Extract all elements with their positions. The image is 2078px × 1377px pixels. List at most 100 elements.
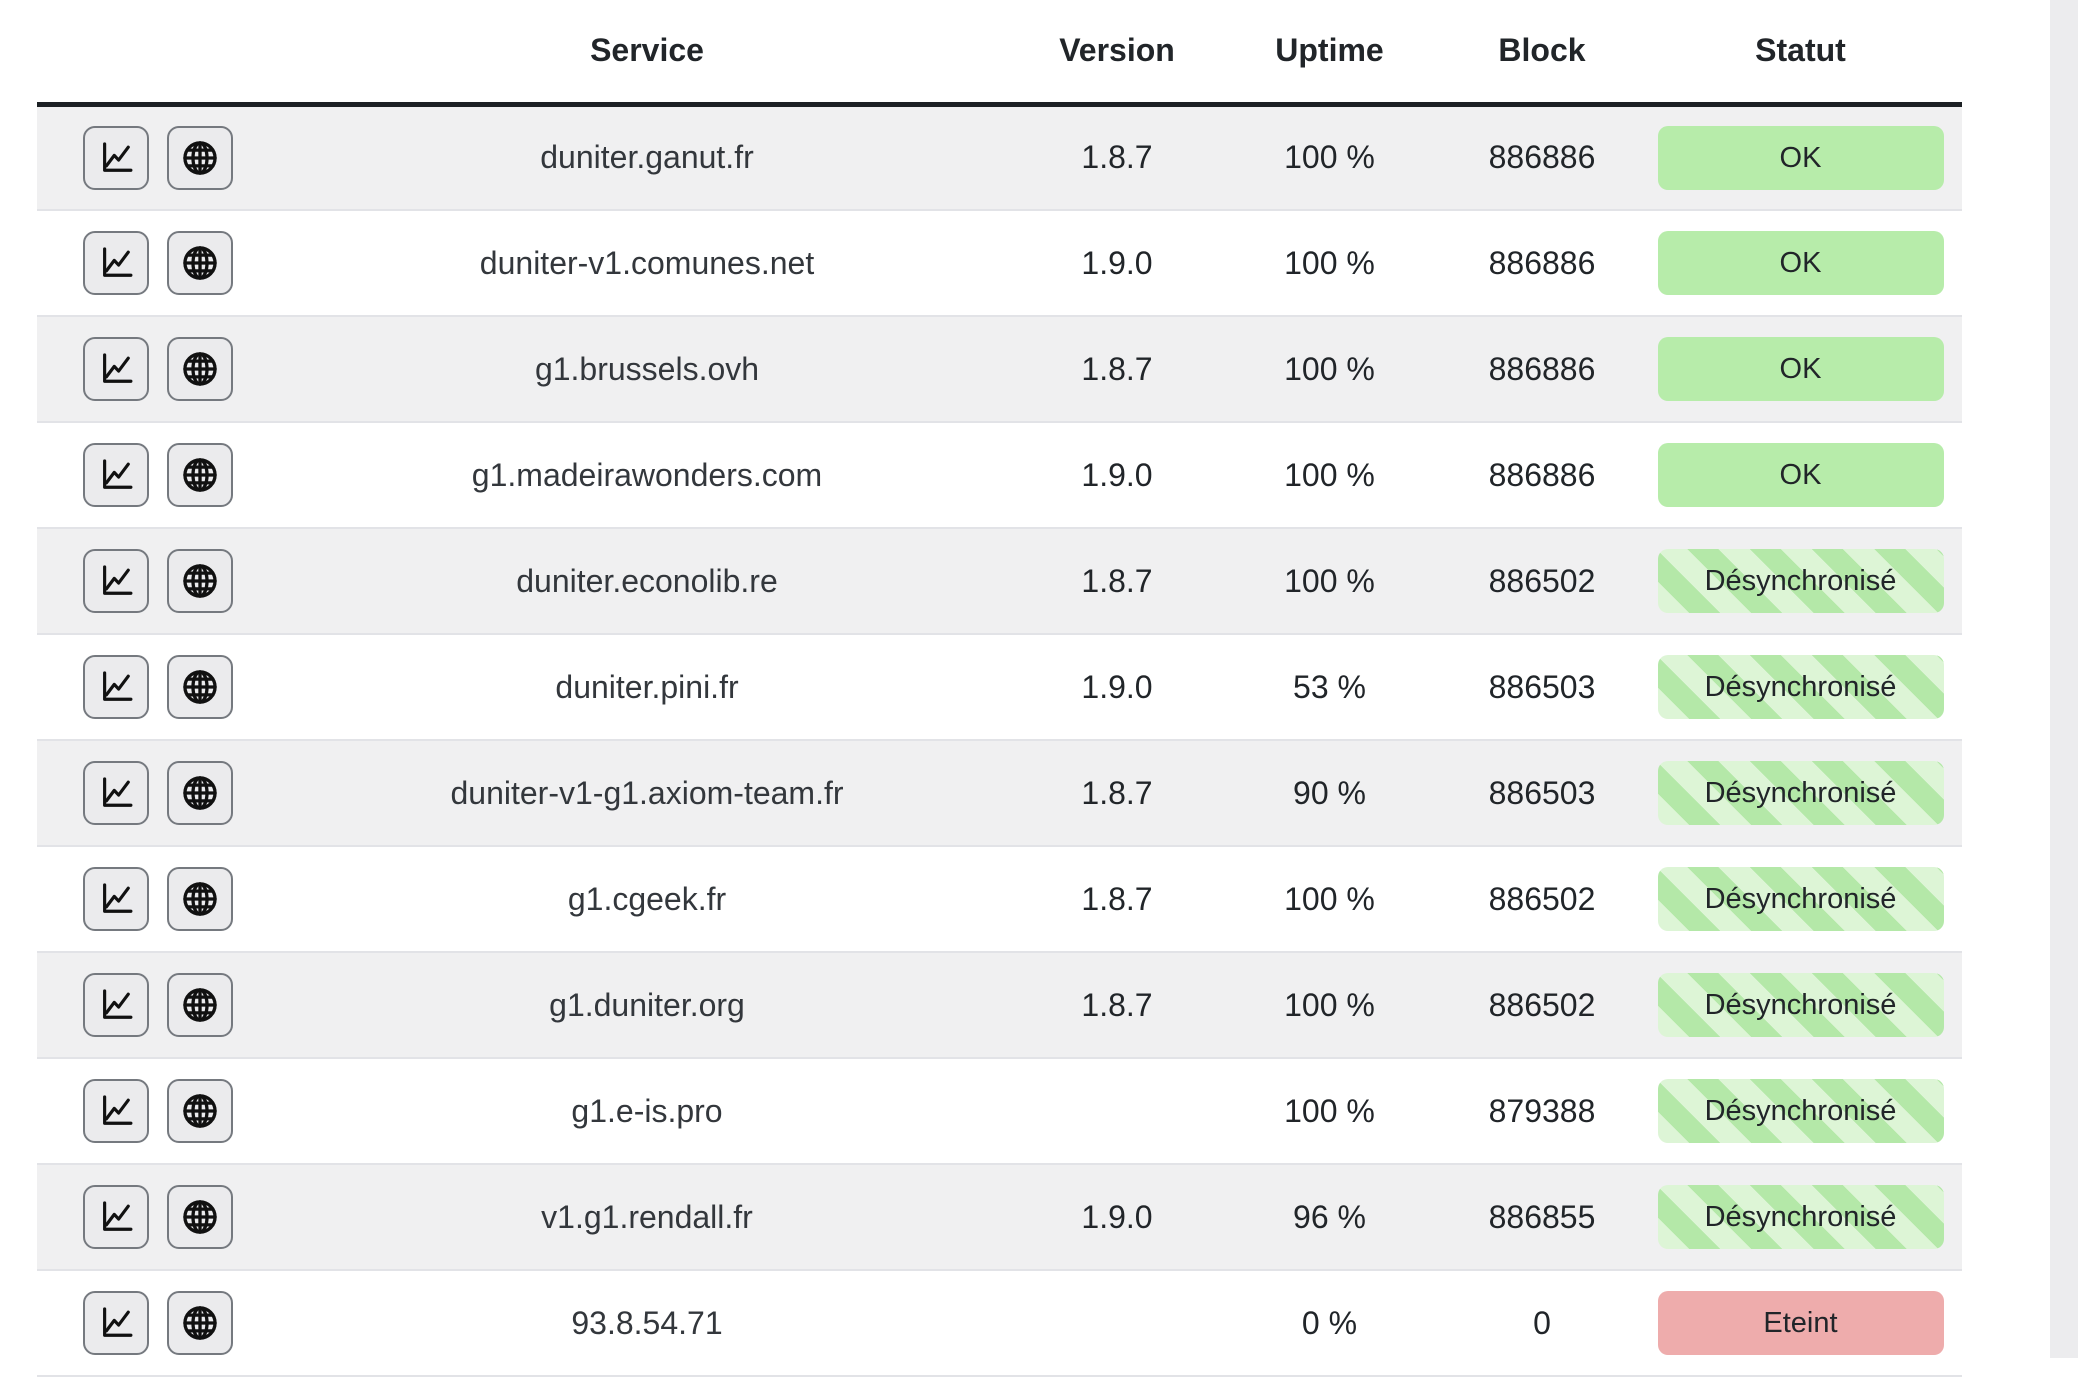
line-chart-icon [103, 565, 133, 595]
row-status-cell: OK [1622, 422, 1962, 529]
service-uptime: 100 % [1197, 1058, 1462, 1165]
line-chart-icon [103, 777, 133, 807]
status-badge: OK [1657, 337, 1944, 401]
status-badge: OK [1657, 231, 1944, 295]
row-status-cell: OK [1622, 210, 1962, 317]
service-uptime: 53 % [1197, 634, 1462, 741]
chart-history-button[interactable] [83, 549, 149, 613]
chart-history-button[interactable] [83, 1291, 149, 1355]
service-row: v1.g1.rendall.fr 1.9.0 96 % 886855 Désyn… [37, 1164, 1962, 1271]
service-block: 879388 [1462, 1058, 1622, 1165]
open-website-button[interactable] [166, 973, 233, 1037]
status-badge: OK [1657, 443, 1944, 507]
line-chart-icon [103, 247, 133, 277]
open-website-button[interactable] [166, 1291, 233, 1355]
chart-history-button[interactable] [83, 337, 149, 401]
open-website-button[interactable] [166, 655, 233, 719]
line-chart-icon [103, 142, 133, 172]
globe-icon [183, 670, 217, 704]
service-row: duniter.pini.fr 1.9.0 53 % 886503 Désync… [37, 634, 1962, 741]
line-chart-icon [103, 1201, 133, 1231]
services-table: Service Version Uptime Block Statut [37, 0, 1962, 1377]
service-version: 1.8.7 [1037, 316, 1197, 423]
line-chart-icon [103, 459, 133, 489]
service-version: 1.8.7 [1037, 846, 1197, 953]
open-website-button[interactable] [166, 867, 233, 931]
service-block: 886886 [1462, 316, 1622, 423]
row-status-cell: Désynchronisé [1622, 952, 1962, 1059]
service-name: g1.duniter.org [257, 952, 1037, 1059]
service-uptime: 100 % [1197, 952, 1462, 1059]
row-actions-cell [37, 1058, 257, 1165]
service-block: 886886 [1462, 210, 1622, 317]
service-block: 0 [1462, 1270, 1622, 1377]
service-version: 1.9.0 [1037, 1164, 1197, 1271]
service-row: duniter.ganut.fr 1.8.7 100 % 886886 OK [37, 104, 1962, 211]
service-block: 886503 [1462, 740, 1622, 847]
page-right-gutter [2050, 0, 2078, 1358]
open-website-button[interactable] [166, 443, 233, 507]
globe-icon [183, 1200, 217, 1234]
service-name: duniter.ganut.fr [257, 104, 1037, 211]
service-uptime: 100 % [1197, 528, 1462, 635]
service-version: 1.9.0 [1037, 634, 1197, 741]
chart-history-button[interactable] [83, 867, 149, 931]
service-block: 886502 [1462, 952, 1622, 1059]
line-chart-icon [103, 1095, 133, 1125]
service-version: 1.9.0 [1037, 422, 1197, 529]
service-name: duniter-v1-g1.axiom-team.fr [257, 740, 1037, 847]
service-row: duniter-v1.comunes.net 1.9.0 100 % 88688… [37, 210, 1962, 317]
row-status-cell: Désynchronisé [1622, 528, 1962, 635]
col-header-version: Version [1037, 0, 1197, 107]
globe-icon [183, 882, 217, 916]
status-badge: OK [1657, 125, 1944, 190]
service-name: 93.8.54.71 [257, 1270, 1037, 1377]
service-name: duniter.econolib.re [257, 528, 1037, 635]
row-actions-cell [37, 634, 257, 741]
open-website-button[interactable] [166, 1079, 233, 1143]
row-status-cell: Désynchronisé [1622, 1058, 1962, 1165]
service-block: 886502 [1462, 528, 1622, 635]
globe-icon [183, 352, 217, 386]
row-actions-cell [37, 740, 257, 847]
open-website-button[interactable] [166, 1185, 233, 1249]
globe-icon [183, 458, 217, 492]
service-row: g1.brussels.ovh 1.8.7 100 % 886886 OK [37, 316, 1962, 423]
service-block: 886855 [1462, 1164, 1622, 1271]
service-block: 886886 [1462, 422, 1622, 529]
table-header-row: Service Version Uptime Block Statut [37, 0, 1962, 107]
open-website-button[interactable] [166, 761, 233, 825]
globe-icon [183, 246, 217, 280]
chart-history-button[interactable] [83, 655, 149, 719]
service-version: 1.8.7 [1037, 952, 1197, 1059]
row-actions-cell [37, 104, 257, 211]
row-actions-cell [37, 422, 257, 529]
chart-history-button[interactable] [83, 1079, 149, 1143]
row-actions-cell [37, 528, 257, 635]
chart-history-button[interactable] [83, 231, 149, 295]
status-badge: Désynchronisé [1657, 761, 1944, 825]
globe-icon [183, 564, 217, 598]
chart-history-button[interactable] [83, 973, 149, 1037]
service-block: 886503 [1462, 634, 1622, 741]
chart-history-button[interactable] [83, 761, 149, 825]
status-badge: Eteint [1657, 1291, 1944, 1355]
line-chart-icon [103, 353, 133, 383]
row-actions-cell [37, 846, 257, 953]
chart-history-button[interactable] [83, 443, 149, 507]
services-table-body: duniter.ganut.fr 1.8.7 100 % 886886 OK [37, 104, 1962, 1377]
chart-history-button[interactable] [83, 125, 149, 190]
row-status-cell: OK [1622, 316, 1962, 423]
open-website-button[interactable] [166, 125, 233, 190]
open-website-button[interactable] [166, 549, 233, 613]
chart-history-button[interactable] [83, 1185, 149, 1249]
service-row: 93.8.54.71 0 % 0 Eteint [37, 1270, 1962, 1377]
open-website-button[interactable] [166, 231, 233, 295]
open-website-button[interactable] [166, 337, 233, 401]
status-badge: Désynchronisé [1657, 1185, 1944, 1249]
status-badge: Désynchronisé [1657, 973, 1944, 1037]
service-uptime: 100 % [1197, 316, 1462, 423]
service-uptime: 0 % [1197, 1270, 1462, 1377]
service-uptime: 100 % [1197, 422, 1462, 529]
service-row: g1.e-is.pro 100 % 879388 Désynchronisé [37, 1058, 1962, 1165]
